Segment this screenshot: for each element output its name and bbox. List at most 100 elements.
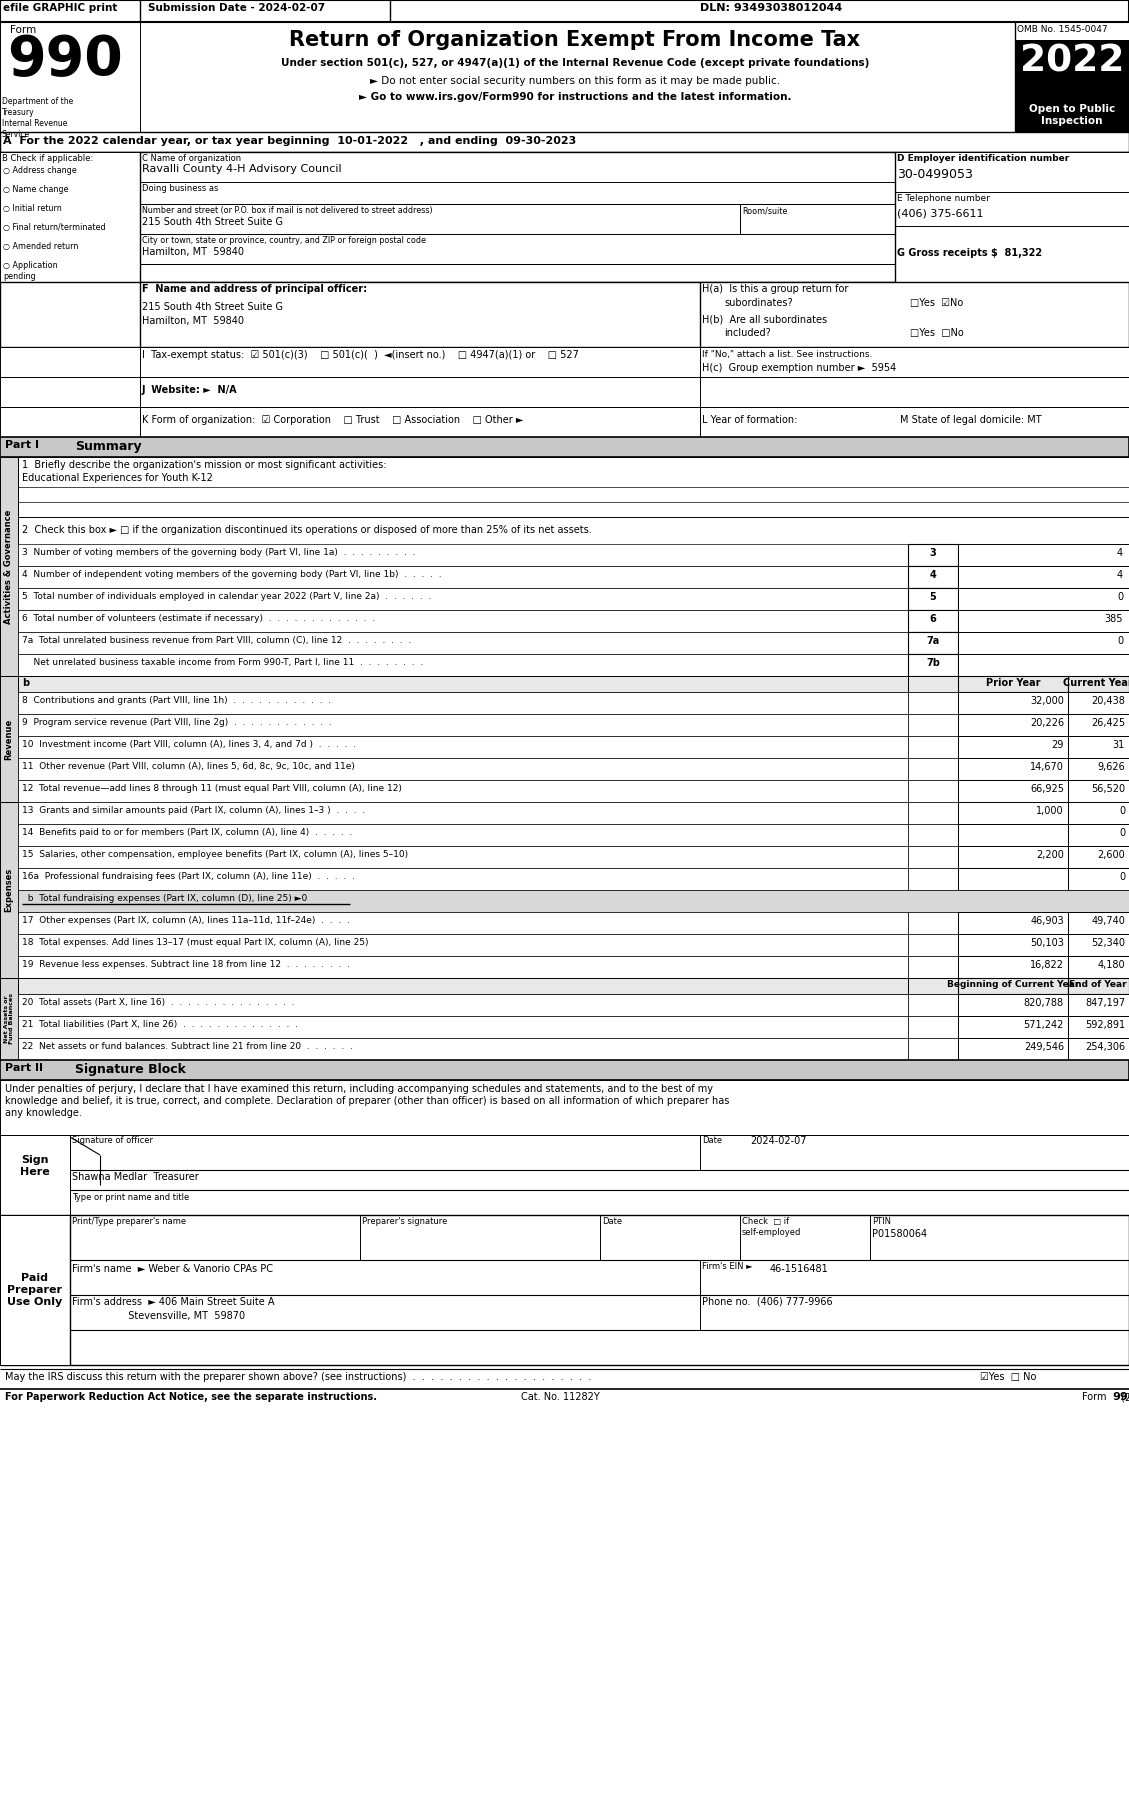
Text: Return of Organization Exempt From Income Tax: Return of Organization Exempt From Incom… (289, 31, 860, 51)
Text: 14  Benefits paid to or for members (Part IX, column (A), line 4)  .  .  .  .  .: 14 Benefits paid to or for members (Part… (21, 827, 352, 836)
Bar (1068, 956, 1129, 978)
Text: Part II: Part II (5, 1063, 43, 1074)
Text: K Form of organization:  ☑ Corporation    □ Trust    □ Association    □ Other ►: K Form of organization: ☑ Corporation □ … (142, 415, 524, 424)
Text: 990: 990 (1112, 1391, 1129, 1402)
Text: □Yes  □No: □Yes □No (910, 328, 964, 337)
Bar (0, 1136, 1129, 1215)
Text: 254,306: 254,306 (1085, 1041, 1124, 1052)
Bar (18, 457, 1129, 517)
Bar (0, 377, 1129, 406)
Bar (908, 994, 959, 1016)
Bar (959, 715, 1068, 736)
Text: Open to Public
Inspection: Open to Public Inspection (1029, 103, 1115, 127)
Text: ○ Initial return: ○ Initial return (3, 203, 62, 212)
Bar (0, 152, 140, 281)
Bar (908, 736, 959, 758)
Bar (18, 588, 908, 610)
Text: knowledge and belief, it is true, correct, and complete. Declaration of preparer: knowledge and belief, it is true, correc… (5, 1096, 729, 1107)
Bar (0, 406, 1129, 437)
Text: Check  □ if: Check □ if (742, 1217, 789, 1226)
Text: A  For the 2022 calendar year, or tax year beginning  10-01-2022   , and ending : A For the 2022 calendar year, or tax yea… (3, 136, 576, 145)
Bar (18, 891, 1129, 912)
Bar (1068, 934, 1129, 956)
Text: ○ Application
pending: ○ Application pending (3, 261, 58, 281)
Text: subordinates?: subordinates? (724, 297, 793, 308)
Text: b  Total fundraising expenses (Part IX, column (D), line 25) ►0: b Total fundraising expenses (Part IX, c… (21, 894, 307, 903)
Bar (1068, 758, 1129, 780)
Text: included?: included? (724, 328, 771, 337)
Bar (1015, 102, 1129, 132)
Bar (0, 1215, 1129, 1364)
Text: Date: Date (602, 1217, 622, 1226)
Bar (1068, 845, 1129, 869)
Bar (18, 691, 908, 715)
Bar (0, 346, 1129, 377)
Text: E Telephone number: E Telephone number (898, 194, 990, 203)
Text: C Name of organization: C Name of organization (142, 154, 242, 163)
Bar (1068, 677, 1129, 691)
Text: Signature Block: Signature Block (75, 1063, 186, 1076)
Text: PTIN: PTIN (872, 1217, 891, 1226)
Text: 6  Total number of volunteers (estimate if necessary)  .  .  .  .  .  .  .  .  .: 6 Total number of volunteers (estimate i… (21, 613, 375, 622)
Bar (18, 544, 908, 566)
Text: Expenses: Expenses (5, 867, 14, 912)
Text: 215 South 4th Street Suite G: 215 South 4th Street Suite G (142, 218, 283, 227)
Text: P01580064: P01580064 (872, 1230, 927, 1239)
Text: May the IRS discuss this return with the preparer shown above? (see instructions: May the IRS discuss this return with the… (5, 1371, 592, 1382)
Text: 3: 3 (929, 548, 936, 559)
Bar (959, 677, 1068, 691)
Text: Hamilton, MT  59840: Hamilton, MT 59840 (142, 247, 244, 258)
Text: F  Name and address of principal officer:: F Name and address of principal officer: (142, 285, 367, 294)
Text: DLN: 93493038012044: DLN: 93493038012044 (700, 4, 842, 13)
Text: 14,670: 14,670 (1030, 762, 1064, 773)
Text: 52,340: 52,340 (1091, 938, 1124, 949)
Text: Activities & Governance: Activities & Governance (5, 510, 14, 624)
Bar (0, 677, 18, 802)
Text: (2022): (2022) (1118, 1391, 1129, 1402)
Bar (1068, 1038, 1129, 1059)
Text: 2,600: 2,600 (1097, 851, 1124, 860)
Bar (18, 802, 908, 824)
Text: 1  Briefly describe the organization's mission or most significant activities:: 1 Briefly describe the organization's mi… (21, 461, 386, 470)
Text: 18  Total expenses. Add lines 13–17 (must equal Part IX, column (A), line 25): 18 Total expenses. Add lines 13–17 (must… (21, 938, 368, 947)
Bar (18, 934, 908, 956)
Bar (959, 1038, 1068, 1059)
Text: 249,546: 249,546 (1024, 1041, 1064, 1052)
Bar (0, 1079, 1129, 1136)
Text: M State of legal domicile: MT: M State of legal domicile: MT (900, 415, 1042, 424)
Text: 4,180: 4,180 (1097, 960, 1124, 970)
Text: 16a  Professional fundraising fees (Part IX, column (A), line 11e)  .  .  .  .  : 16a Professional fundraising fees (Part … (21, 873, 355, 882)
Text: Form: Form (1083, 1391, 1110, 1402)
Text: Part I: Part I (5, 441, 40, 450)
Bar (18, 715, 908, 736)
Text: 22  Net assets or fund balances. Subtract line 21 from line 20  .  .  .  .  .  .: 22 Net assets or fund balances. Subtract… (21, 1041, 353, 1050)
Bar (959, 691, 1068, 715)
Bar (0, 22, 1129, 132)
Text: Prior Year: Prior Year (986, 678, 1040, 688)
Bar (959, 824, 1068, 845)
Bar (0, 457, 18, 677)
Text: 11  Other revenue (Part VIII, column (A), lines 5, 6d, 8c, 9c, 10c, and 11e): 11 Other revenue (Part VIII, column (A),… (21, 762, 355, 771)
Text: 0: 0 (1119, 827, 1124, 838)
Bar (908, 1016, 959, 1038)
Bar (0, 1215, 70, 1364)
Text: 7b: 7b (926, 658, 940, 668)
Bar (18, 566, 908, 588)
Bar (908, 758, 959, 780)
Text: Room/suite: Room/suite (742, 207, 787, 216)
Bar (1068, 715, 1129, 736)
Bar (1015, 40, 1129, 102)
Text: Paid
Preparer
Use Only: Paid Preparer Use Only (8, 1273, 62, 1308)
Text: Firm's address  ► 406 Main Street Suite A: Firm's address ► 406 Main Street Suite A (72, 1297, 274, 1308)
Text: H(c)  Group exemption number ►  5954: H(c) Group exemption number ► 5954 (702, 363, 896, 374)
Bar (0, 132, 1129, 152)
Bar (0, 0, 1129, 22)
Text: 6: 6 (929, 613, 936, 624)
Text: b: b (21, 678, 29, 688)
Bar (908, 631, 959, 655)
Bar (18, 780, 908, 802)
Bar (959, 994, 1068, 1016)
Text: 2022: 2022 (1019, 44, 1124, 80)
Text: Hamilton, MT  59840: Hamilton, MT 59840 (142, 316, 244, 327)
Bar (959, 869, 1068, 891)
